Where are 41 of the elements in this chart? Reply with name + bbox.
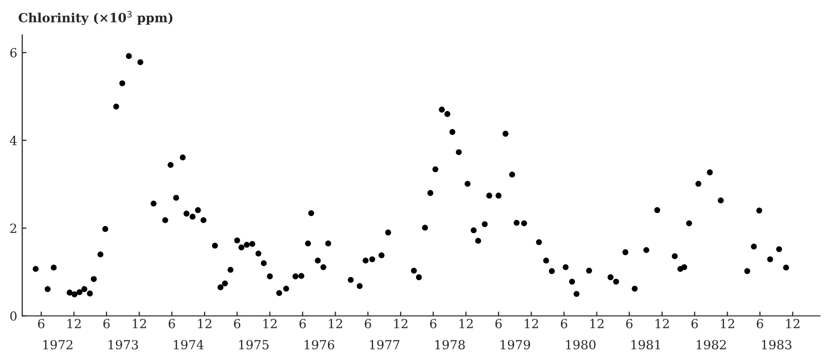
x2-tick-label: 1974 bbox=[174, 340, 204, 350]
x2-tick-label: 1982 bbox=[696, 340, 726, 350]
y-tick-label: 4 bbox=[10, 136, 17, 146]
x-tick-label: 6 bbox=[168, 318, 176, 328]
x2-tick-label: 1972 bbox=[43, 340, 72, 350]
x-tick-label: 12 bbox=[394, 318, 408, 328]
x-tick-label: 12 bbox=[263, 318, 277, 328]
y-tick-label: 0 bbox=[10, 311, 17, 321]
x2-tick-label: 1973 bbox=[108, 340, 138, 350]
x-tick-label: 6 bbox=[38, 318, 44, 328]
x2-tick-label: 1979 bbox=[500, 340, 530, 350]
x2-tick-label: 1978 bbox=[435, 340, 465, 350]
y-axis-title: Chlorinity (×10$^{3}$ ppm) bbox=[18, 10, 172, 25]
x-tick-label: 6 bbox=[756, 318, 764, 328]
x-tick-label: 12 bbox=[460, 318, 473, 328]
x-tick-label: 12 bbox=[198, 318, 212, 328]
x-tick-label: 6 bbox=[103, 318, 110, 328]
x-tick-label: 6 bbox=[495, 318, 502, 328]
x2-tick-label: 1976 bbox=[304, 340, 334, 350]
x-tick-label: 12 bbox=[68, 318, 81, 328]
x2-tick-label: 1980 bbox=[566, 340, 596, 350]
x-tick-label: 12 bbox=[132, 318, 146, 328]
x-tick-label: 6 bbox=[299, 318, 306, 328]
x-tick-label: 6 bbox=[234, 318, 240, 328]
x2-tick-label: 1983 bbox=[762, 340, 792, 350]
x-tick-label: 12 bbox=[656, 318, 669, 328]
x2-tick-label: 1981 bbox=[631, 340, 660, 350]
x2-tick-label: 1977 bbox=[370, 340, 400, 350]
x-tick-label: 6 bbox=[560, 318, 568, 328]
x-tick-label: 6 bbox=[364, 318, 372, 328]
x-tick-label: 6 bbox=[691, 318, 698, 328]
x-tick-label: 12 bbox=[590, 318, 604, 328]
y-tick-label: 2 bbox=[10, 224, 16, 233]
x-tick-label: 12 bbox=[524, 318, 538, 328]
x-tick-label: 6 bbox=[430, 318, 436, 328]
x-tick-label: 6 bbox=[626, 318, 633, 328]
x-tick-label: 12 bbox=[720, 318, 734, 328]
x-tick-label: 12 bbox=[328, 318, 342, 328]
x2-tick-label: 1975 bbox=[239, 340, 269, 350]
x-tick-label: 12 bbox=[786, 318, 800, 328]
y-tick-label: 6 bbox=[10, 48, 17, 58]
